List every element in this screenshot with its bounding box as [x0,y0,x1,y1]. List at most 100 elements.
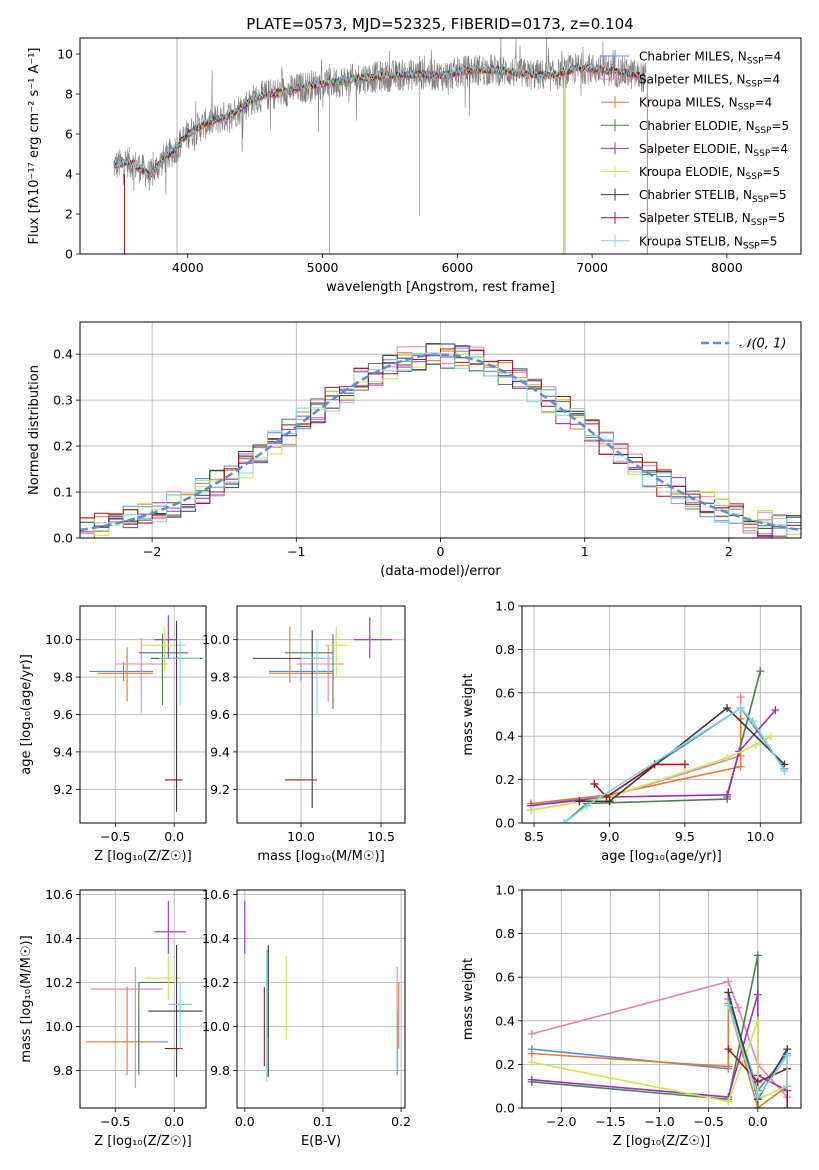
x-tick-label: 0.0 [748,1114,768,1129]
legend-label: 𝒩(0, 1) [739,337,786,352]
weight-point-marker [736,703,745,712]
y-tick-label: 10.0 [45,1019,73,1034]
y-tick-label: 0.4 [495,1013,515,1028]
x-axis-label: Z [log₁₀(Z/Z☉)] [613,1134,710,1149]
y-tick-label: 10.6 [45,887,73,902]
weight-point-marker [723,753,732,762]
weight-point-marker [724,988,733,997]
y-axis-label: Normed distribution [27,365,42,495]
y-tick-label: 10.2 [202,975,230,990]
x-tick-label: −1.0 [644,1114,674,1129]
y-tick-label: 8 [65,87,73,102]
y-axis-label: mass [log₁₀(M/M☉)] [19,935,34,1062]
mass-weight-vs-Z-panel: −2.0 −1.5 −1.0 −0.5 0.0 0.0 0.2 0.4 0.6 0.8 1.0 Z [… [461,883,802,1149]
weight-point-marker [783,1051,792,1060]
x-tick-label: 0.2 [391,1114,411,1129]
x-axis-label: age [log₁₀(age/yr)] [601,849,722,864]
observed-spectrum-line [113,38,647,195]
weight-point-marker [724,1097,733,1106]
y-tick-label: 9.8 [53,670,73,685]
x-tick-label: 7000 [576,260,608,275]
weight-point-marker [527,1049,536,1058]
weight-point-marker [680,760,689,769]
weight-point-marker [723,790,732,799]
weight-point-marker [724,1045,733,1054]
weight-point-marker [783,1104,792,1108]
age-vs-mass-panel: 10.0 10.5 9.2 9.4 9.6 9.8 10.0 mass [log₁₀(M/M☉… [202,605,406,864]
x-tick-label: 0.0 [164,1114,184,1129]
y-tick-label: 0.8 [495,926,515,941]
mass-weight-vs-age-panel: 8.5 9.0 9.5 10.0 0.0 0.2 0.4 0.6 0.8 1.0 age [log₁… [461,599,802,864]
x-tick-label: 2 [725,544,733,559]
y-tick-label: 0.4 [495,729,515,744]
y-axis-label: mass weight [461,673,476,755]
weight-point-marker [753,951,762,960]
weight-series-line [593,763,685,799]
figure-title: PLATE=0573, MJD=52325, FIBERID=0173, z=0… [246,15,633,33]
y-tick-label: 2 [65,207,73,222]
mass-vs-Z-panel: −0.5 0.0 9.8 10.0 10.2 10.4 10.6 Z [log₁₀(Z/Z☉)… [19,887,207,1149]
model-spectrum-line [113,64,647,179]
x-axis-label: E(B-V) [301,1134,341,1149]
y-tick-label: 10.0 [45,632,73,647]
x-tick-label: 0.0 [164,829,184,844]
weight-point-marker [780,766,789,775]
scatter-plot-area [253,617,393,809]
spectrum-plot-area [113,38,648,254]
y-tick-label: 9.4 [210,744,230,759]
y-tick-label: 1.0 [495,883,515,898]
x-tick-label: 8.5 [524,829,544,844]
legend-label: Chabrier ELODIE, NSSP=5 [639,119,789,136]
weight-series-line [563,706,786,823]
legend-label: Kroupa STELIB, NSSP=5 [639,234,777,251]
weight-point-marker [575,797,584,806]
weight-point-marker [560,819,569,823]
weight-point-marker [748,717,757,726]
x-tick-label: 9.0 [600,829,620,844]
x-tick-label: 10.5 [367,829,395,844]
y-tick-label: 0.2 [495,1057,515,1072]
weight-point-marker [724,977,733,986]
legend-label: Kroupa ELODIE, NSSP=5 [639,165,780,182]
y-tick-label: 9.2 [210,782,230,797]
spectrum-panel: 4000 5000 6000 7000 8000 0 2 4 6 8 10 wavelength [A… [27,37,802,295]
y-tick-label: 10.4 [202,931,230,946]
weight-point-marker [753,1104,762,1108]
y-tick-label: 4 [65,167,73,182]
weight-series-line [530,706,786,807]
x-axis-label: Z [log₁₀(Z/Z☉)] [94,849,191,864]
scatter-plot-area [85,901,203,1089]
x-tick-label: 10.0 [287,829,315,844]
age-vs-Z-panel: −0.5 0.0 9.2 9.4 9.6 9.8 10.0 Z [log₁₀(Z/Z☉)] ag… [19,605,207,864]
y-axis-label: age [log₁₀(age/yr)] [19,654,34,775]
weight-point-marker [527,1029,536,1038]
x-tick-label: −1 [287,544,305,559]
y-tick-label: 9.2 [53,782,73,797]
weight-point-marker [723,703,732,712]
x-tick-label: −2.0 [546,1114,576,1129]
weight-point-marker [527,1075,536,1084]
scatter-plot-area [244,901,400,1082]
scatter-plot-area [89,615,203,812]
x-tick-label: −1.5 [595,1114,625,1129]
y-tick-label: 0.4 [53,347,73,362]
weight-point-marker [602,792,611,801]
weight-point-marker [753,1077,762,1086]
axes-frame [236,889,406,1109]
axes-frame [79,37,802,255]
y-tick-label: 0.6 [495,970,515,985]
y-tick-label: 6 [65,127,73,142]
legend-label: Salpeter ELODIE, NSSP=4 [639,142,788,159]
y-tick-label: 0.2 [495,772,515,787]
weight-point-marker [753,1016,762,1025]
weight-series-line [530,697,742,811]
legend-label: Salpeter STELIB, NSSP=5 [639,211,785,228]
x-axis-label: wavelength [Angstrom, rest frame] [326,280,555,295]
weight-series-line [530,709,777,807]
x-tick-label: 5000 [307,260,339,275]
x-axis-label: Z [log₁₀(Z/Z☉)] [94,1134,191,1149]
y-tick-label: 0.1 [53,485,73,500]
weight-series-line [530,718,742,805]
x-axis-label: (data-model)/error [380,564,501,579]
y-tick-label: 9.8 [53,1063,73,1078]
